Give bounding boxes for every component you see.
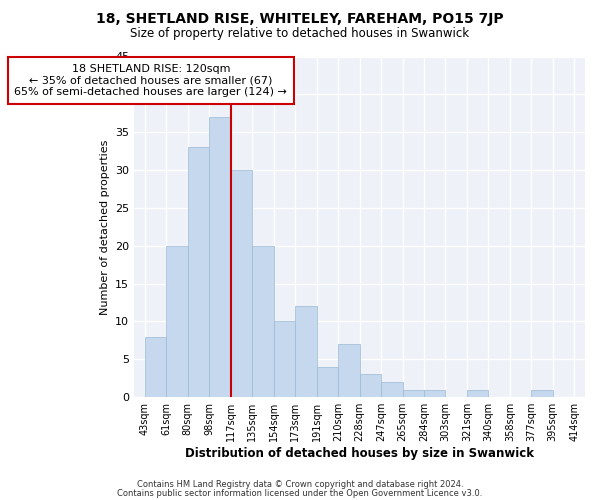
Bar xyxy=(532,390,553,397)
Bar xyxy=(145,336,166,397)
Bar xyxy=(209,117,231,397)
Bar xyxy=(317,367,338,397)
Text: 18, SHETLAND RISE, WHITELEY, FAREHAM, PO15 7JP: 18, SHETLAND RISE, WHITELEY, FAREHAM, PO… xyxy=(96,12,504,26)
Bar xyxy=(252,246,274,397)
Bar xyxy=(381,382,403,397)
Text: Contains HM Land Registry data © Crown copyright and database right 2024.: Contains HM Land Registry data © Crown c… xyxy=(137,480,463,489)
X-axis label: Distribution of detached houses by size in Swanwick: Distribution of detached houses by size … xyxy=(185,447,534,460)
Bar xyxy=(231,170,252,397)
Bar xyxy=(403,390,424,397)
Bar xyxy=(188,148,209,397)
Bar xyxy=(359,374,381,397)
Text: Size of property relative to detached houses in Swanwick: Size of property relative to detached ho… xyxy=(130,28,470,40)
Text: Contains public sector information licensed under the Open Government Licence v3: Contains public sector information licen… xyxy=(118,489,482,498)
Bar xyxy=(274,322,295,397)
Bar xyxy=(338,344,359,397)
Y-axis label: Number of detached properties: Number of detached properties xyxy=(100,139,110,314)
Bar xyxy=(424,390,445,397)
Text: 18 SHETLAND RISE: 120sqm
← 35% of detached houses are smaller (67)
65% of semi-d: 18 SHETLAND RISE: 120sqm ← 35% of detach… xyxy=(14,64,287,98)
Bar xyxy=(467,390,488,397)
Bar xyxy=(166,246,188,397)
Bar xyxy=(295,306,317,397)
